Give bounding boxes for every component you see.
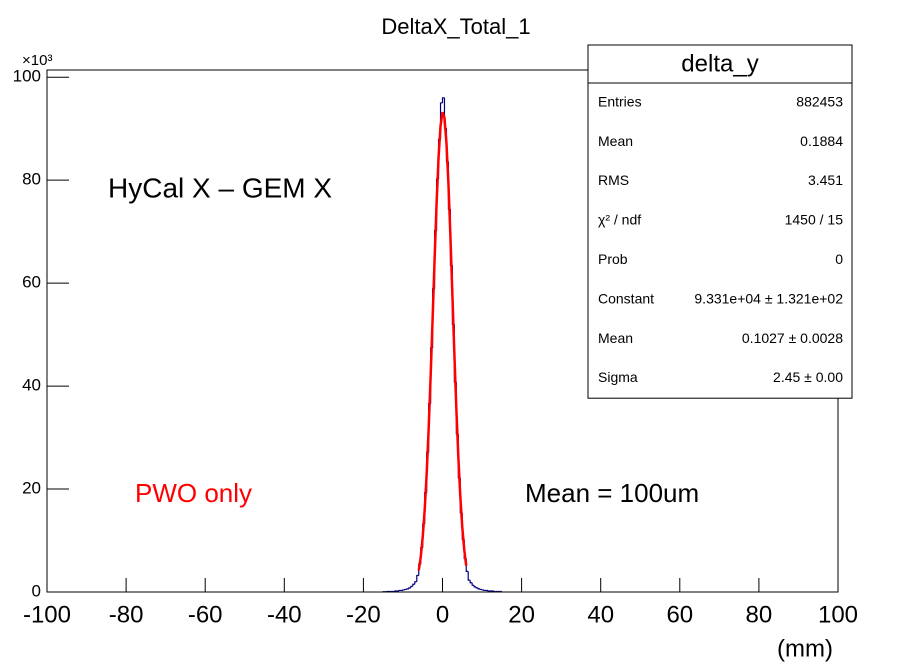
annotation: Mean = 100um: [525, 478, 699, 508]
stats-label: χ² / ndf: [598, 212, 641, 228]
histogram-bin: [404, 588, 407, 591]
x-tick-label: 100: [818, 601, 858, 628]
histogram-bin: [475, 586, 479, 589]
histogram-bin: [471, 582, 475, 586]
y-tick-label: 0: [32, 581, 41, 600]
histogram-bin: [408, 587, 411, 589]
annotation: HyCal X – GEM X: [108, 172, 332, 203]
stats-title: delta_y: [681, 50, 758, 77]
x-tick-label: -20: [346, 601, 381, 628]
stats-border: [587, 44, 853, 399]
stats-value: 3.451: [808, 172, 843, 188]
plot-area: -100 -80 -60 -40 -20 0 20 40 60 80 100 0 20 40 60 80 100…: [13, 67, 858, 629]
stats-value: 0: [835, 251, 843, 267]
histogram-bin: [414, 581, 417, 585]
histogram-bin: [410, 585, 413, 588]
x-tick-label: 40: [587, 601, 614, 628]
annotation: PWO only: [135, 478, 252, 508]
histogram-bin: [481, 589, 485, 591]
stats-label: Sigma: [598, 369, 638, 385]
histogram-bin: [394, 590, 398, 592]
x-tick-label: -100: [23, 601, 71, 628]
histogram-bin: [402, 589, 405, 591]
stats-value: 882453: [796, 93, 843, 109]
histogram-bin: [477, 587, 481, 590]
histogram-bin: [479, 588, 483, 591]
y-tick-label: 100: [13, 67, 41, 86]
x-axis-label: (mm): [777, 635, 833, 662]
stats-box: delta_y Entries 882453 Mean 0.1884 RMS 3.451 χ²…: [587, 44, 853, 399]
x-tick-label: -80: [109, 601, 144, 628]
stats-label: Constant: [598, 290, 654, 306]
histogram-bin: [398, 589, 401, 592]
stats-value: 0.1884: [800, 133, 843, 149]
x-tick-label: -60: [188, 601, 223, 628]
histogram-bin: [473, 585, 477, 588]
y-tick-label: 20: [22, 479, 41, 498]
stats-label: Mean: [598, 330, 633, 346]
histogram-bin: [406, 588, 409, 590]
stats-value: 9.331e+04 ± 1.321e+02: [694, 290, 843, 306]
histogram-bin: [441, 97, 445, 103]
fit-curve: [417, 111, 468, 571]
stats-label: Mean: [598, 133, 633, 149]
chart-title: DeltaX_Total_1: [381, 14, 530, 39]
x-tick-label: 80: [746, 601, 773, 628]
x-tick-label: -40: [267, 601, 302, 628]
histogram-bin: [416, 574, 419, 582]
histogram-bin: [483, 589, 487, 592]
stats-label: Entries: [598, 93, 642, 109]
y-multiplier: ×10³: [22, 52, 52, 69]
histogram-bin: [469, 580, 473, 584]
y-tick-label: 60: [22, 273, 41, 292]
stats-value: 1450 / 15: [785, 212, 844, 228]
histogram-bin: [467, 571, 471, 581]
histogram-bin: [493, 590, 496, 593]
histogram-bin: [412, 583, 415, 587]
y-tick-label: 40: [22, 376, 41, 395]
x-tick-label: 60: [666, 601, 693, 628]
histogram-bin: [487, 590, 490, 592]
x-tick-label: 20: [508, 601, 535, 628]
x-tick-label: 0: [436, 601, 449, 628]
stats-label: RMS: [598, 172, 629, 188]
stats-value: 2.45 ± 0.00: [773, 369, 843, 385]
y-tick-label: 80: [22, 170, 41, 189]
stats-value: 0.1027 ± 0.0028: [742, 330, 843, 346]
stats-label: Prob: [598, 251, 628, 267]
